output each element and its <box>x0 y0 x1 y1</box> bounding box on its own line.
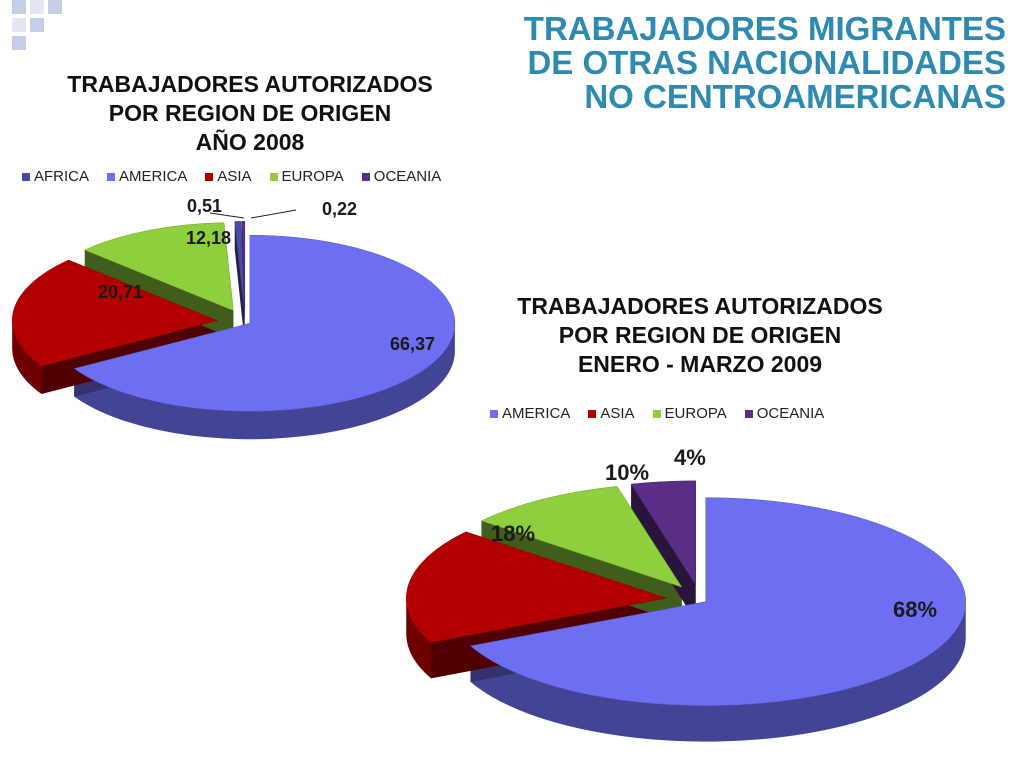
data-label-oceania: 4% <box>674 445 706 470</box>
pie-slice-asia <box>11 259 218 367</box>
pie-slice-cut <box>234 221 245 338</box>
legend-item-europa: EUROPA <box>269 168 344 185</box>
chart-title-line: POR REGION DE ORIGEN <box>558 322 842 348</box>
legend-label: OCEANIA <box>756 405 825 422</box>
data-label-america: 68% <box>893 597 937 622</box>
pie-chart-2008: 66,37 20,71 12,18 0,51 0,22 <box>11 196 456 440</box>
pie-slice-africa <box>234 221 245 310</box>
legend-item-oceania: OCEANIA <box>361 168 442 185</box>
legend-swatch <box>107 172 116 181</box>
legend-item-asia: ASIA <box>205 168 252 185</box>
slide-title-line: DE OTRAS NACIONALIDADES <box>527 44 1006 81</box>
legend-label: AMERICA <box>502 405 571 422</box>
legend-swatch <box>652 409 661 418</box>
legend-swatch <box>361 172 370 181</box>
chart-2008-legend: AFRICA AMERICA ASIA EUROPA OCEANIA <box>22 168 441 185</box>
pie-chart-2009: 68% 18% 10% 4% <box>406 445 966 742</box>
chart-title-line: ENERO - MARZO 2009 <box>577 351 823 377</box>
legend-label: ASIA <box>600 405 635 422</box>
legend-swatch <box>269 172 278 181</box>
legend-label: AMERICA <box>119 168 188 185</box>
legend-item-america: AMERICA <box>107 168 187 185</box>
legend-swatch <box>205 172 214 181</box>
pie-slice-europa <box>480 486 683 588</box>
data-label-africa: 0,51 <box>187 196 222 216</box>
legend-swatch <box>22 172 30 181</box>
chart-2008-title: TRABAJADORES AUTORIZADOS POR REGION DE O… <box>20 70 480 157</box>
pie-slice-side <box>470 601 966 742</box>
data-label-asia: 20,71 <box>98 282 143 302</box>
legend-item-america: AMERICA <box>490 405 570 422</box>
legend-swatch <box>744 409 753 418</box>
data-label-oceania: 0,22 <box>322 199 357 219</box>
legend-label: ASIA <box>217 168 252 185</box>
legend-item-europa: EUROPA <box>652 405 727 422</box>
legend-label: OCEANIA <box>373 168 442 185</box>
pie-slice-asia <box>406 531 668 643</box>
pie-slice-side <box>12 320 42 395</box>
legend-label: AFRICA <box>34 168 90 185</box>
slide-title: TRABAJADORES MIGRANTES DE OTRAS NACIONAL… <box>366 12 1006 114</box>
slide-title-line: NO CENTROAMERICANAS <box>584 78 1006 115</box>
legend-swatch <box>588 409 597 418</box>
pie-slice-cut <box>631 484 696 621</box>
data-label-europa: 10% <box>605 460 649 485</box>
chart-title-line: TRABAJADORES AUTORIZADOS <box>67 71 433 97</box>
chart-2009-legend: AMERICA ASIA EUROPA OCEANIA <box>490 405 824 422</box>
legend-label: EUROPA <box>281 168 344 185</box>
chart-title-line: TRABAJADORES AUTORIZADOS <box>517 293 883 319</box>
legend-item-oceania: OCEANIA <box>744 405 825 422</box>
pie-slice-oceania <box>241 221 246 310</box>
legend-swatch <box>490 409 498 418</box>
chart-title-line: AÑO 2008 <box>195 129 305 155</box>
chart-title-line: POR REGION DE ORIGEN <box>108 100 392 126</box>
pie-slice-side <box>74 323 455 440</box>
pie-slice-oceania <box>630 480 696 586</box>
chart-2009-title: TRABAJADORES AUTORIZADOS POR REGION DE O… <box>470 292 930 379</box>
data-label-asia: 18% <box>491 521 535 546</box>
slide-title-line: TRABAJADORES MIGRANTES <box>523 10 1006 47</box>
leader-line-oceania <box>250 209 297 219</box>
pie-slice-europa <box>84 222 234 311</box>
pie-slice-america <box>73 234 456 412</box>
data-label-america: 66,37 <box>390 334 435 354</box>
pie-slice-america <box>469 497 966 706</box>
decorative-squares <box>12 0 62 50</box>
legend-label: EUROPA <box>664 405 727 422</box>
data-label-europa: 12,18 <box>186 228 231 248</box>
pie-slice-wall <box>631 484 696 621</box>
pie-slice-side <box>406 598 432 679</box>
leader-line-africa <box>209 212 245 219</box>
legend-item-asia: ASIA <box>588 405 635 422</box>
legend-item-africa: AFRICA <box>22 168 89 185</box>
